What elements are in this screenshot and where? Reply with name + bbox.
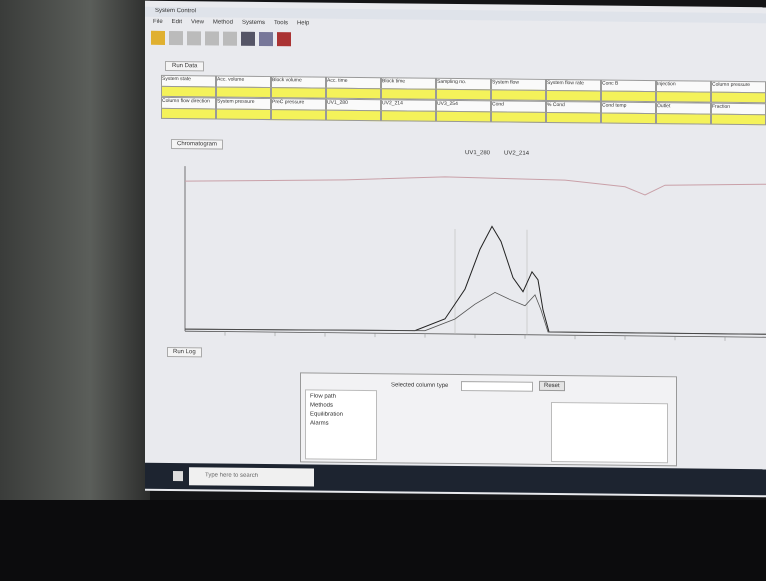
menu-item[interactable]: View — [191, 19, 204, 28]
room-left — [0, 0, 150, 500]
table-value-cell — [491, 111, 546, 123]
table-value-cell — [381, 88, 436, 100]
menu-item[interactable]: File — [153, 19, 163, 28]
taskbar: Type here to search — [145, 463, 766, 496]
menu-item[interactable]: Method — [213, 19, 233, 28]
photo: System Control File Edit View Method Systems… — [0, 0, 766, 581]
table-value-cell — [326, 88, 381, 100]
window-title: System Control — [155, 8, 196, 14]
table-value-cell — [216, 86, 271, 98]
table-value-cell — [491, 89, 546, 101]
table-value-cell — [436, 89, 491, 101]
list-item[interactable]: Alarms — [310, 420, 372, 427]
chromatogram-plot — [145, 156, 766, 353]
table-value-cell — [161, 86, 216, 98]
reset-button[interactable]: Reset — [539, 381, 565, 391]
table-value-cell — [656, 91, 711, 103]
screen: System Control File Edit View Method Systems… — [145, 1, 766, 498]
table-value-cell — [656, 113, 711, 125]
table-value-cell — [601, 113, 656, 125]
list-item[interactable]: Flow path — [310, 393, 372, 400]
menu-bar: File Edit View Method Systems Tools Help — [153, 19, 309, 30]
legend: UV1_280 UV2_214 — [465, 150, 529, 157]
table-value-cell — [436, 111, 491, 123]
list-item[interactable]: Equilibration — [310, 411, 372, 418]
table-value-cell — [546, 112, 601, 124]
list-item[interactable]: Methods — [310, 402, 372, 409]
table-value-cell — [711, 92, 766, 104]
legend-entry: UV1_280 — [465, 150, 490, 156]
dialog: Flow path Methods Equilibration Alarms Sele… — [300, 372, 677, 466]
table-value-cell — [271, 109, 326, 121]
table-value-cell — [161, 108, 216, 120]
chromatogram-tab[interactable]: Chromatogram — [171, 139, 223, 150]
search-box[interactable]: Type here to search — [205, 472, 258, 479]
menu-item[interactable]: Edit — [172, 19, 182, 28]
run-data-tab[interactable]: Run Data — [165, 61, 204, 71]
table-value-cell — [601, 91, 656, 103]
table-value-cell — [546, 90, 601, 102]
field-label: Selected column type — [391, 382, 448, 389]
legend-entry: UV2_214 — [504, 151, 529, 157]
toolbar — [151, 31, 311, 53]
table-value-cell — [711, 114, 766, 126]
dialog-list: Flow path Methods Equilibration Alarms — [305, 389, 377, 460]
table-value-cell — [216, 108, 271, 120]
run-log-tab[interactable]: Run Log — [167, 347, 202, 357]
menu-item[interactable]: Tools — [274, 20, 288, 29]
table-value-cell — [381, 110, 436, 122]
table-value-cell — [326, 110, 381, 122]
menu-item[interactable]: Systems — [242, 20, 265, 29]
table-value-cell — [271, 87, 326, 99]
desk — [0, 500, 766, 581]
menu-item[interactable]: Help — [297, 20, 309, 29]
